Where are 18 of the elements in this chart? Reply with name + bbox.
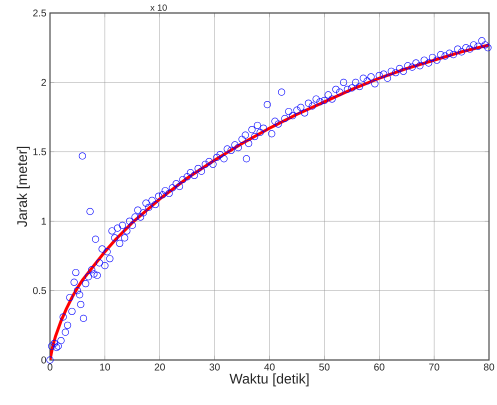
text: x 10 [150, 4, 167, 11]
x-tick-label: 50 [319, 364, 330, 371]
y-tick-label: 1.5 [33, 148, 46, 156]
y-tick-label: 2 [41, 78, 46, 86]
x-tick-label: 40 [264, 364, 275, 371]
y-tick-label: 2.5 [33, 9, 46, 17]
x-tick-label: 70 [429, 364, 440, 371]
x-tick-label: 0 [48, 364, 52, 371]
y-tick-label: 0.5 [33, 287, 46, 294]
x-axis-title: Waktu [detik] [230, 373, 309, 386]
x-tick-label: 20 [154, 364, 165, 371]
x-tick-label: 80 [484, 364, 494, 371]
x-tick-label: 10 [100, 364, 110, 371]
y-tick-label: 1 [42, 218, 46, 225]
y-axis-title: Jarak [meter] [16, 146, 30, 227]
x-tick-label: 30 [209, 364, 220, 371]
x-tick-label: 60 [374, 364, 384, 371]
y-tick-label: 0 [41, 356, 46, 364]
